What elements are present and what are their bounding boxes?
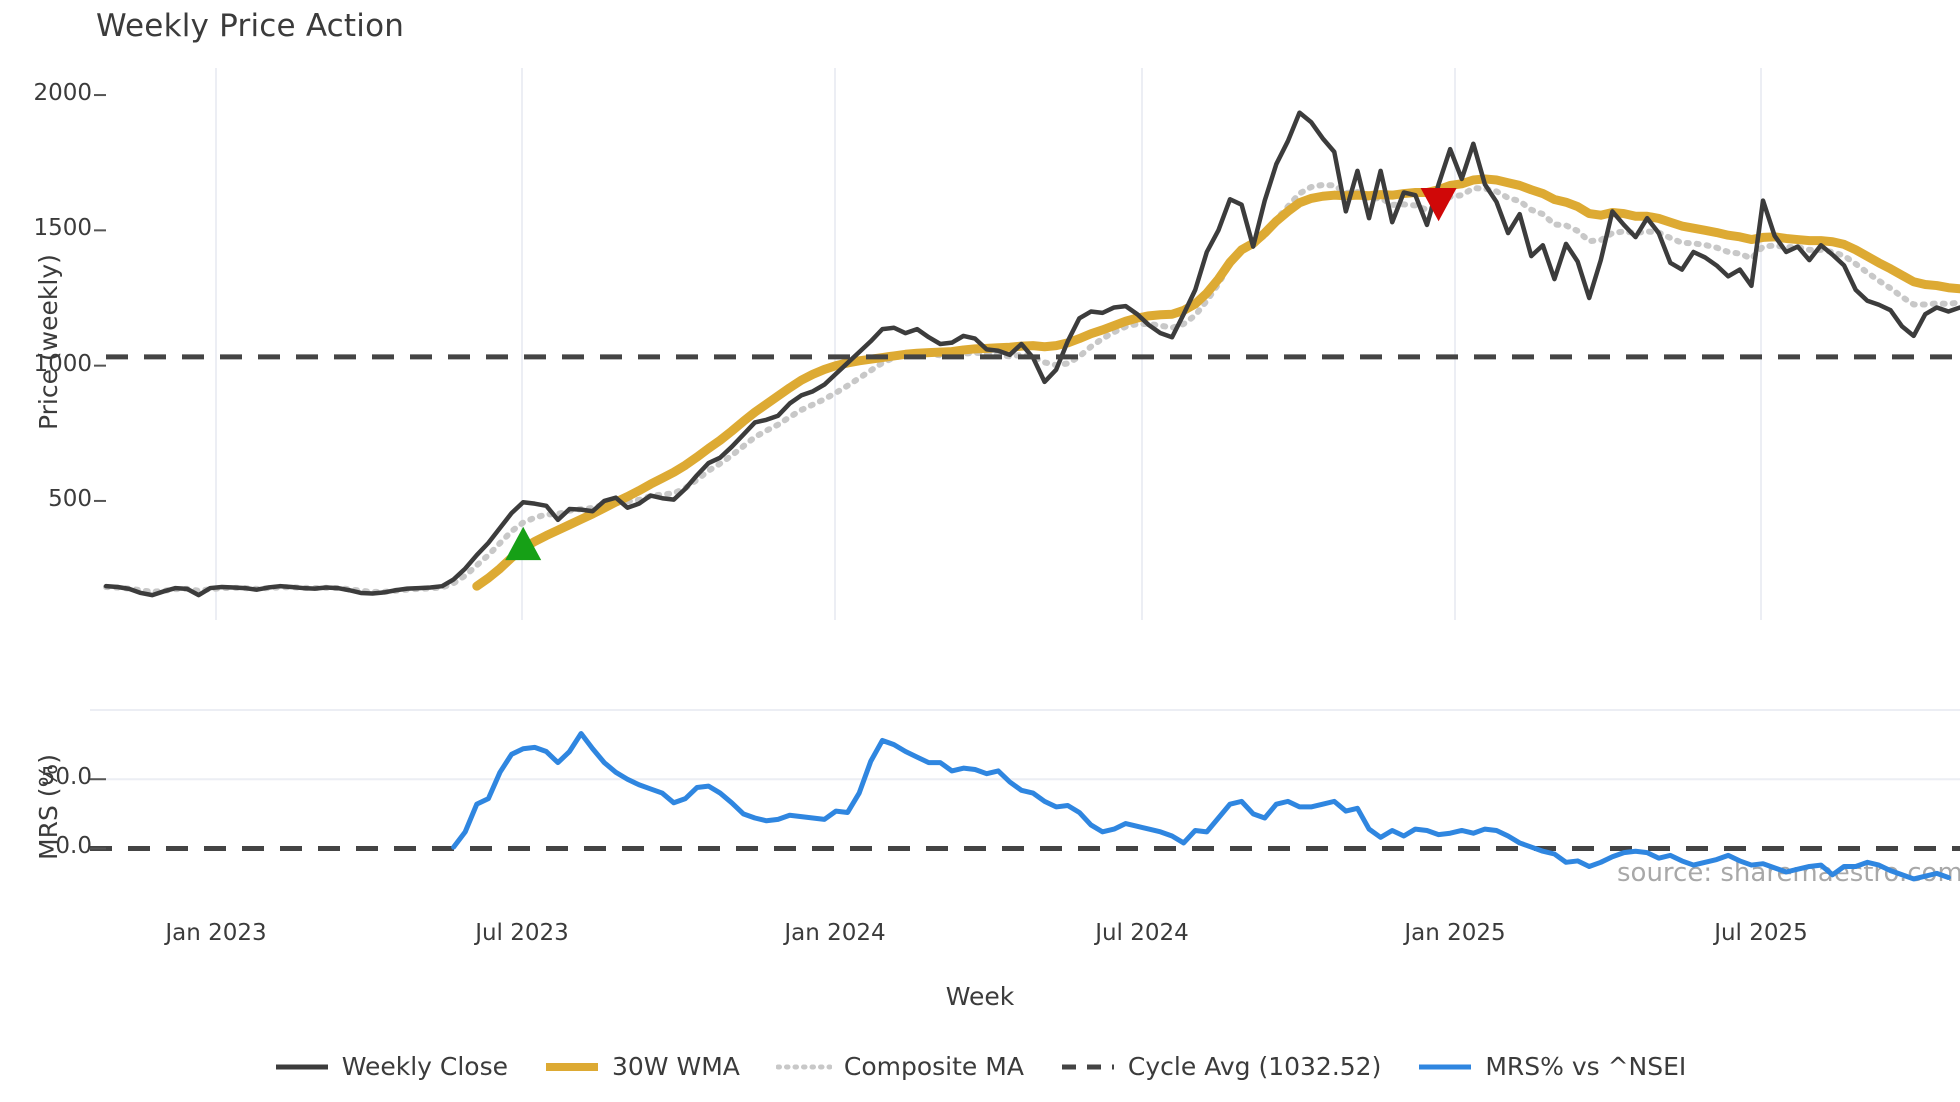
legend-item[interactable]: Cycle Avg (1032.52) — [1060, 1052, 1381, 1081]
x-tick-label: Jul 2024 — [1095, 920, 1189, 946]
legend-item[interactable]: Composite MA — [775, 1052, 1024, 1081]
sell-signal-marker-icon — [1420, 188, 1457, 222]
legend-item-label: MRS% vs ^NSEI — [1485, 1052, 1687, 1081]
y-tick-label-mrs: 50.0 — [40, 764, 92, 791]
legend-item-label: 30W WMA — [612, 1052, 740, 1081]
legend-item-label: Weekly Close — [341, 1052, 508, 1081]
legend-item-label: Composite MA — [843, 1052, 1024, 1081]
x-tick-label: Jul 2025 — [1714, 920, 1808, 946]
legend-item[interactable]: Weekly Close — [274, 1052, 508, 1081]
x-axis-label-week: Week — [945, 982, 1015, 1011]
series-line-weekly-close — [103, 110, 1960, 598]
legend-swatch-dotted-icon — [775, 1064, 832, 1069]
x-tick-label: Jan 2024 — [784, 920, 886, 946]
y-tick-label-price: 500 — [48, 485, 92, 512]
series-line-wma — [472, 174, 1960, 591]
x-tick-label: Jan 2025 — [1404, 920, 1506, 946]
y-tick-label-price: 2000 — [33, 80, 92, 107]
legend-item-label: Cycle Avg (1032.52) — [1127, 1052, 1382, 1081]
page-title: Weekly Price Action — [96, 8, 405, 44]
chart-legend: Weekly Close 30W WMA Composite MA Cycle Avg… — [0, 1052, 1960, 1081]
y-tick-label-price: 1500 — [33, 215, 92, 242]
y-tick-label-price: 1000 — [33, 350, 92, 377]
x-tick-label: Jan 2023 — [165, 920, 267, 946]
legend-item[interactable]: 30W WMA — [544, 1052, 740, 1081]
legend-swatch-dashed-icon — [1061, 1064, 1114, 1069]
y-tick-label-mrs: 0.0 — [55, 833, 92, 860]
series-line-composite-ma — [103, 181, 1960, 595]
legend-swatch-solid-icon — [546, 1062, 598, 1071]
buy-signal-marker-icon — [505, 526, 542, 561]
legend-item[interactable]: MRS% vs ^NSEI — [1417, 1052, 1686, 1081]
legend-swatch-solid-icon — [275, 1064, 328, 1069]
legend-swatch-solid-icon — [1419, 1064, 1472, 1069]
x-tick-label: Jul 2023 — [475, 920, 569, 946]
series-line-mrs — [451, 731, 1951, 882]
